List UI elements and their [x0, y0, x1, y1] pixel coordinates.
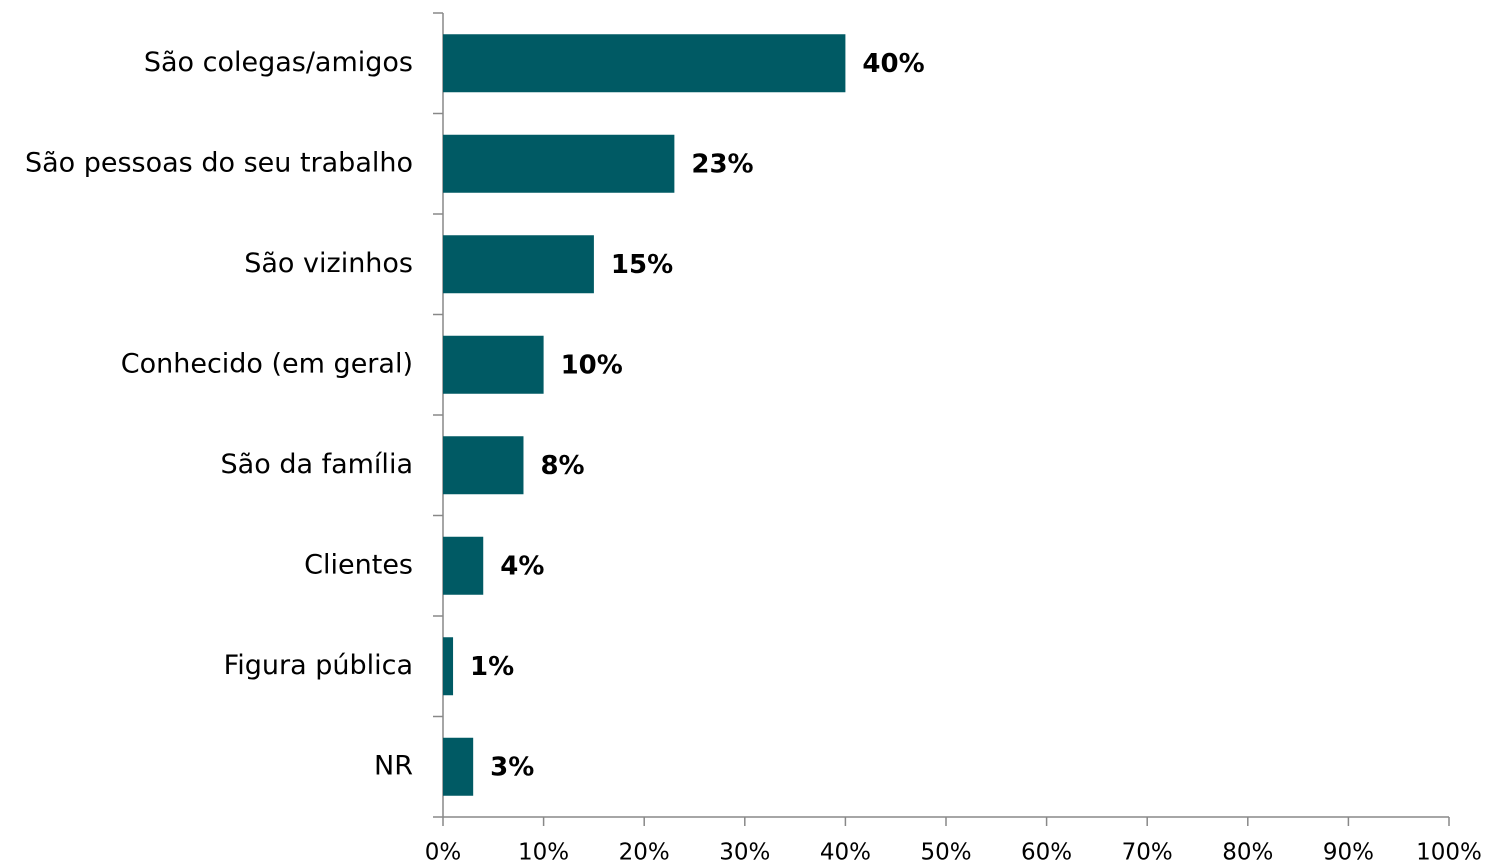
value-label: 23%: [691, 149, 753, 179]
value-label: 3%: [490, 752, 534, 782]
y-tick-label: São vizinhos: [244, 248, 413, 279]
x-tick-label: 10%: [518, 840, 569, 865]
y-tick-label: Clientes: [304, 549, 413, 580]
y-tick-label: NR: [374, 750, 413, 781]
y-tick-label: Figura pública: [224, 650, 413, 681]
x-tick-label: 70%: [1122, 840, 1173, 865]
x-tick-label: 50%: [920, 840, 971, 865]
bar: [443, 34, 846, 93]
x-tick-label: 90%: [1323, 840, 1374, 865]
x-tick-label: 20%: [619, 840, 670, 865]
y-tick-label: São pessoas do seu trabalho: [25, 147, 413, 178]
bar: [443, 536, 484, 595]
x-tick-label: 0%: [425, 840, 462, 865]
value-label: 40%: [862, 49, 924, 79]
x-tick-label: 80%: [1222, 840, 1273, 865]
value-label: 10%: [561, 350, 623, 380]
x-tick-label: 40%: [820, 840, 871, 865]
bar: [443, 637, 454, 696]
x-tick-label: 30%: [719, 840, 770, 865]
value-label: 1%: [470, 652, 514, 682]
y-tick-label: São colegas/amigos: [144, 47, 413, 78]
y-tick-label: Conhecido (em geral): [121, 348, 413, 379]
x-tick-label: 60%: [1021, 840, 1072, 865]
bar: [443, 134, 675, 193]
bar: [443, 335, 544, 394]
bar: [443, 737, 474, 796]
y-tick-label: São da família: [221, 449, 413, 480]
value-label: 15%: [611, 250, 673, 280]
bar: [443, 436, 524, 495]
value-label: 8%: [540, 451, 584, 481]
x-tick-label: 100%: [1416, 840, 1482, 865]
bar: [443, 235, 594, 294]
value-label: 4%: [500, 551, 544, 581]
